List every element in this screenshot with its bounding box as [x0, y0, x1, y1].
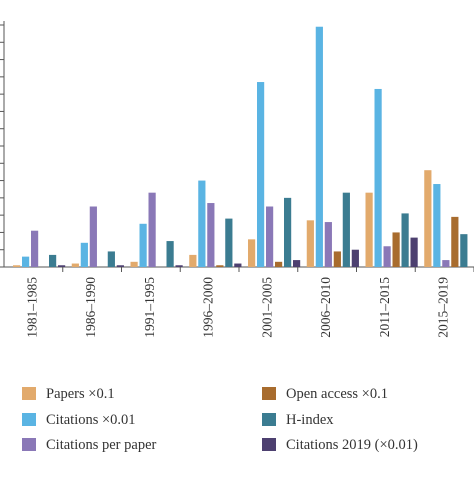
x-tick-label: 1986–1990: [83, 277, 98, 338]
bar-0-1: [71, 263, 79, 267]
legend-label-1: Citations ×0.01: [46, 412, 136, 428]
bar-5-2: [175, 265, 183, 267]
bar-3-3: [216, 265, 224, 267]
bar-1-2: [139, 223, 147, 267]
bar-2-7: [442, 260, 450, 267]
bar-4-3: [225, 218, 233, 267]
bar-5-0: [58, 265, 66, 267]
legend-label-4: H-index: [286, 412, 334, 428]
bar-5-5: [351, 249, 359, 267]
x-tick-label: 2001–2005: [259, 277, 274, 338]
bar-5-1: [116, 265, 124, 267]
bars: [13, 26, 468, 268]
bar-4-6: [401, 213, 409, 267]
bar-0-5: [306, 220, 314, 267]
x-tick-label: 2011–2015: [377, 277, 392, 337]
bar-5-4: [293, 260, 301, 267]
x-tick-label: 2006–2010: [318, 277, 333, 338]
bar-0-0: [13, 265, 21, 267]
x-tick-label: 1991–1995: [142, 277, 157, 338]
bar-2-4: [266, 206, 274, 267]
bar-1-5: [315, 26, 323, 268]
bar-1-6: [374, 88, 382, 268]
bar-1-0: [22, 256, 30, 267]
bar-2-1: [89, 206, 97, 267]
bar-2-3: [207, 203, 215, 267]
legend-swatch-3: [262, 387, 276, 400]
bar-2-5: [324, 222, 332, 267]
bar-1-1: [80, 242, 88, 267]
legend-swatch-1: [22, 413, 36, 426]
bar-3-5: [333, 251, 341, 267]
bar-3-7: [451, 216, 459, 267]
bar-0-6: [365, 192, 373, 267]
bar-0-7: [424, 170, 432, 267]
bar-4-1: [107, 251, 115, 267]
bar-1-4: [257, 82, 265, 267]
legend-swatch-4: [262, 413, 276, 426]
bar-5-3: [234, 263, 242, 267]
x-tick-labels: 1981–1985 1986–1990 1991–1995 1996–2000 2001…: [24, 277, 450, 338]
bar-3-4: [275, 261, 283, 267]
x-tick-label: 2015–2019: [436, 277, 451, 338]
legend-swatch-0: [22, 387, 36, 400]
legend-label-2: Citations per paper: [46, 437, 157, 453]
legend-swatch-2: [22, 438, 36, 451]
bar-4-0: [49, 254, 57, 267]
bar-3-6: [392, 232, 400, 267]
bar-2-2: [148, 192, 156, 267]
legend-label-0: Papers ×0.1: [46, 386, 115, 402]
bar-4-2: [166, 241, 174, 267]
legend-swatch-5: [262, 438, 276, 451]
bar-4-4: [284, 197, 292, 267]
bar-4-5: [342, 192, 350, 267]
bar-0-4: [248, 239, 256, 267]
bar-1-7: [433, 184, 441, 267]
bar-5-6: [410, 237, 418, 267]
bar-4-7: [460, 234, 468, 267]
bar-0-2: [130, 261, 138, 267]
legend-label-3: Open access ×0.1: [286, 386, 388, 402]
legend-label-5: Citations 2019 (×0.01): [286, 437, 418, 453]
bar-2-6: [383, 246, 391, 267]
bar-2-0: [31, 230, 39, 267]
bar-1-3: [198, 180, 206, 267]
bar-0-3: [189, 254, 197, 267]
x-tick-label: 1996–2000: [201, 277, 216, 338]
legend: Papers ×0.1 Open access ×0.1 Citations ×0.…: [22, 386, 418, 453]
x-tick-label: 1981–1985: [24, 277, 39, 338]
